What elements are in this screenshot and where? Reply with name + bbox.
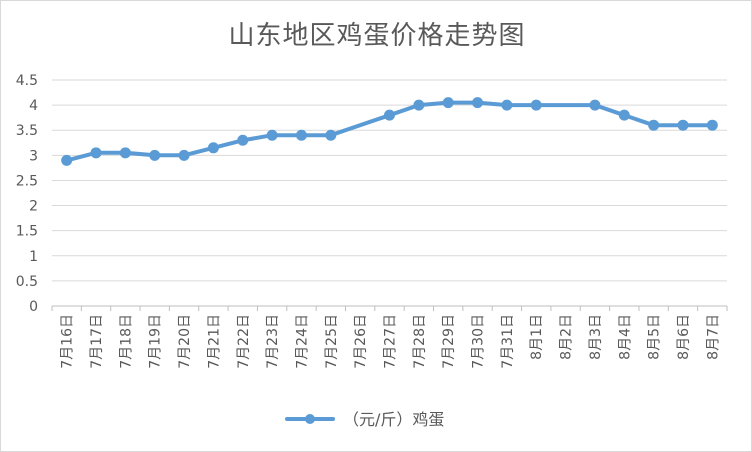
legend-marker: [305, 414, 315, 424]
data-point: [442, 97, 454, 109]
data-point: [648, 119, 660, 131]
x-tick-label: 7月21日: [206, 314, 222, 369]
x-tick-label: 8月3日: [588, 314, 604, 360]
data-point: [472, 97, 484, 109]
y-axis-tick-labels: 0 0.5 1 1.5 2 2.5 3 3.5 4 4.5: [16, 73, 38, 315]
y-tick-label: 0: [29, 299, 38, 315]
data-point: [618, 109, 630, 121]
x-tick-label: 8月7日: [705, 314, 721, 360]
y-tick-label: 3: [29, 148, 38, 164]
data-point: [61, 154, 73, 166]
data-point: [325, 129, 337, 141]
x-tick-label: 7月27日: [383, 314, 399, 369]
x-tick-label: 7月30日: [471, 314, 487, 369]
x-tick-label: 7月19日: [148, 314, 164, 369]
x-tick-label: 7月23日: [265, 314, 281, 369]
x-tick-label: 8月1日: [529, 314, 545, 360]
data-point: [207, 142, 219, 154]
data-point: [266, 129, 278, 141]
x-tick-label: 7月24日: [294, 314, 310, 369]
x-axis: 7月16日 7月17日 7月18日 7月19日 7月20日 7月21日 7月22日 7月23日…: [51, 305, 728, 369]
y-tick-label: 2.5: [16, 173, 38, 189]
chart-title: 山东地区鸡蛋价格走势图: [228, 21, 526, 51]
data-point: [706, 119, 718, 131]
x-tick-label: 8月4日: [617, 314, 633, 360]
data-point: [90, 147, 102, 159]
x-tick-label: 7月17日: [89, 314, 105, 369]
x-tick-label: 7月28日: [412, 314, 428, 369]
data-point: [237, 134, 249, 146]
data-point: [589, 99, 601, 111]
x-tick-label: 8月5日: [647, 314, 663, 360]
x-tick-label: 7月25日: [324, 314, 340, 369]
legend: （元/斤）鸡蛋: [285, 410, 444, 429]
data-point: [149, 149, 161, 161]
y-tick-label: 3.5: [16, 123, 38, 139]
x-tick-label: 7月16日: [60, 314, 76, 369]
y-tick-label: 1.5: [16, 224, 38, 240]
series-layer: [61, 97, 718, 166]
data-point: [677, 119, 689, 131]
x-tick-label: 7月29日: [441, 314, 457, 369]
data-point: [295, 129, 307, 141]
x-tick-label: 7月18日: [118, 314, 134, 369]
y-tick-label: 4: [29, 98, 38, 114]
x-tick-label: 7月22日: [236, 314, 252, 369]
x-tick-label: 7月31日: [500, 314, 516, 369]
x-tick-label: 8月6日: [676, 314, 692, 360]
y-tick-label: 1: [29, 249, 38, 265]
data-point: [530, 99, 542, 111]
legend-label: （元/斤）鸡蛋: [343, 410, 444, 429]
y-tick-label: 4.5: [16, 73, 38, 89]
x-tick-label: 8月2日: [559, 314, 575, 360]
x-tick-label: 7月26日: [353, 314, 369, 369]
y-tick-label: 0.5: [16, 274, 38, 290]
data-point: [413, 99, 425, 111]
y-tick-label: 2: [29, 199, 38, 215]
data-point: [119, 147, 131, 159]
data-point: [384, 109, 395, 121]
x-tick-label: 7月20日: [177, 314, 193, 369]
data-point: [178, 149, 190, 161]
data-point: [501, 99, 513, 111]
